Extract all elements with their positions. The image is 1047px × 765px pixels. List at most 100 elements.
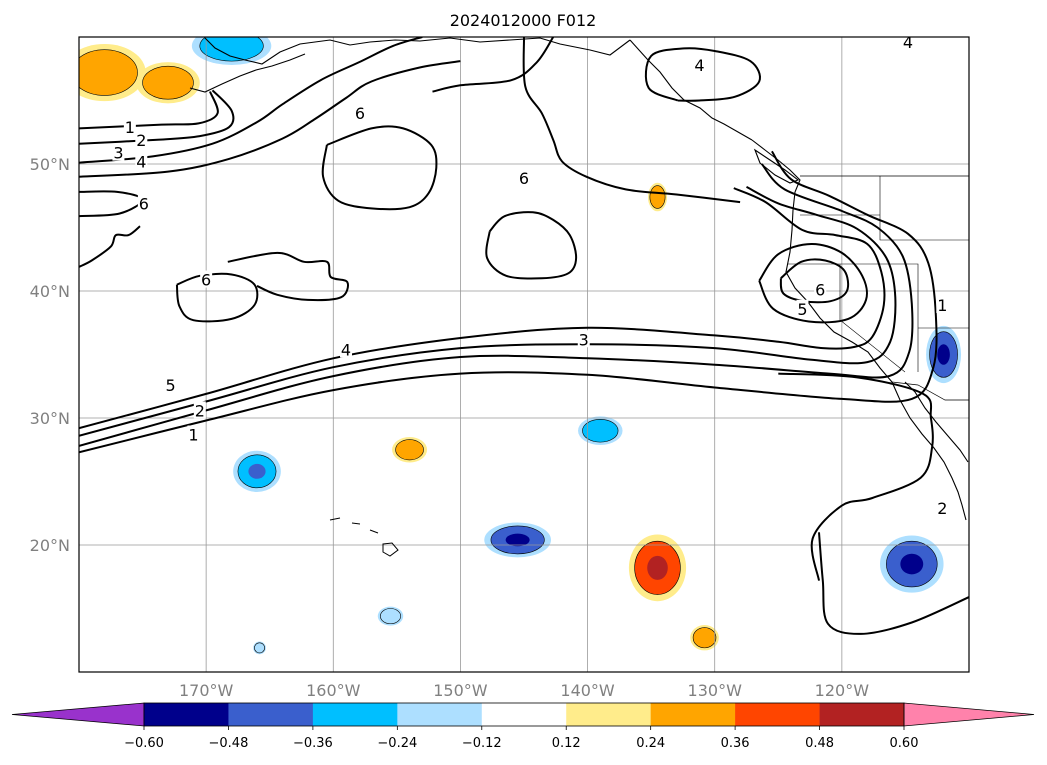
contour-label-bg: [187, 425, 200, 443]
colorbar-segment: [819, 703, 905, 726]
contour-label-bg: [193, 401, 206, 419]
contour-label-bg: [137, 194, 150, 212]
lat-tick-label: 40°N: [30, 282, 70, 301]
anomaly-core: [692, 627, 717, 649]
alaska-coast: [204, 37, 631, 65]
colorbar-tick-label: 0.36: [721, 736, 750, 751]
contour-label-bg: [353, 104, 366, 122]
us-state-borders: [788, 176, 969, 373]
contour-label-bg: [112, 143, 125, 161]
contour-label: 3: [579, 330, 589, 349]
contour-line: [79, 225, 141, 268]
contour-line: [321, 125, 438, 211]
colorbar-tick-label: −0.60: [124, 736, 164, 751]
contour-label: 6: [139, 194, 149, 213]
contour-label: 5: [165, 376, 175, 395]
contour-line: [79, 150, 938, 454]
contour-line: [79, 186, 897, 437]
contour-label-bg: [901, 37, 914, 51]
colorbar-tick-label: −0.12: [462, 736, 502, 751]
contour-label: 2: [136, 131, 146, 150]
colorbar-tick-label: 0.48: [805, 736, 834, 751]
anomaly-peak: [647, 555, 668, 580]
contour-line: [818, 532, 969, 635]
anomaly-core: [199, 37, 264, 62]
contour-label: 4: [694, 56, 704, 75]
contour-label: 4: [136, 152, 146, 171]
contour-label-bg: [814, 280, 827, 298]
contour-label-bg: [936, 499, 949, 517]
contour-label-bg: [936, 295, 949, 313]
contour-label: 6: [355, 104, 365, 123]
colorbar-tick-label: 0.24: [636, 736, 665, 751]
contour-label: 1: [125, 118, 135, 137]
contour-label: 6: [815, 281, 825, 300]
colorbar-tick-label: −0.24: [377, 736, 417, 751]
contour-label: 2: [937, 499, 947, 518]
anomaly-shading: [79, 37, 962, 655]
lon-tick-label: 150°W: [433, 681, 488, 700]
contour-label-bg: [164, 375, 177, 393]
colorbar-frame: [143, 702, 905, 727]
lat-tick-label: 20°N: [30, 536, 70, 555]
contour-label-bg: [693, 55, 706, 73]
contour-line: [779, 258, 850, 304]
lon-tick-label: 170°W: [179, 681, 234, 700]
anomaly-core: [380, 608, 401, 625]
colorbar-segment: [481, 703, 567, 726]
colorbar-tick-label: 0.60: [890, 736, 919, 751]
colorbar-tick-label: −0.48: [209, 736, 249, 751]
baja-california: [891, 381, 967, 521]
figure-title: 2024012000 F012: [450, 11, 597, 30]
contour-label: 4: [903, 33, 913, 52]
contour-label: 1: [188, 426, 198, 445]
colorbar-extend-min: [11, 702, 145, 727]
colorbar-segment: [566, 703, 651, 726]
contour-label: 1: [937, 296, 947, 315]
colorbar-segment: [144, 703, 229, 726]
contour-label-bg: [200, 270, 213, 288]
anomaly-core: [395, 439, 424, 461]
lat-tick-label: 50°N: [30, 155, 70, 174]
contour-line: [432, 37, 555, 93]
lon-tick-label: 120°W: [815, 681, 870, 700]
contour-label: 3: [113, 144, 123, 163]
contour-label-bg: [518, 168, 530, 186]
contour-label-bg: [796, 299, 809, 317]
colorbar-segment: [735, 703, 820, 726]
contour-line: [79, 37, 423, 164]
contour-label-bg: [135, 152, 148, 170]
contour-label: 6: [201, 271, 211, 290]
contour-line: [522, 37, 741, 204]
contour-label: 4: [341, 340, 351, 359]
contour-label-bg: [135, 130, 148, 148]
lon-tick-label: 160°W: [306, 681, 361, 700]
anomaly-core: [582, 418, 619, 443]
canada-west-coast: [751, 139, 801, 193]
contour-line: [79, 163, 914, 447]
map-background: [79, 37, 969, 672]
contour-label-bg: [577, 330, 590, 348]
map-frame: [78, 36, 970, 673]
hawaii-islands: [329, 517, 399, 557]
anomaly-core: [79, 49, 138, 96]
anomaly-peak: [505, 533, 530, 547]
contour-line: [79, 60, 461, 178]
mainland-mexico-coast: [904, 381, 969, 463]
contour-line: [227, 251, 349, 302]
anomaly-core: [254, 642, 265, 654]
anomaly-peak: [937, 344, 950, 365]
contour-line: [644, 47, 761, 102]
colorbar-tick-label: −0.36: [293, 736, 333, 751]
colorbar-segment: [650, 703, 736, 726]
lon-tick-label: 130°W: [688, 681, 743, 700]
us-mexico-border: [891, 381, 969, 401]
anomaly-core: [649, 185, 666, 209]
colorbar-segment: [312, 703, 398, 726]
contour-label-bg: [340, 340, 352, 358]
lat-tick-label: 30°N: [30, 409, 70, 428]
contour-label: 6: [519, 169, 529, 188]
colorbar-extend-max: [903, 702, 1035, 727]
